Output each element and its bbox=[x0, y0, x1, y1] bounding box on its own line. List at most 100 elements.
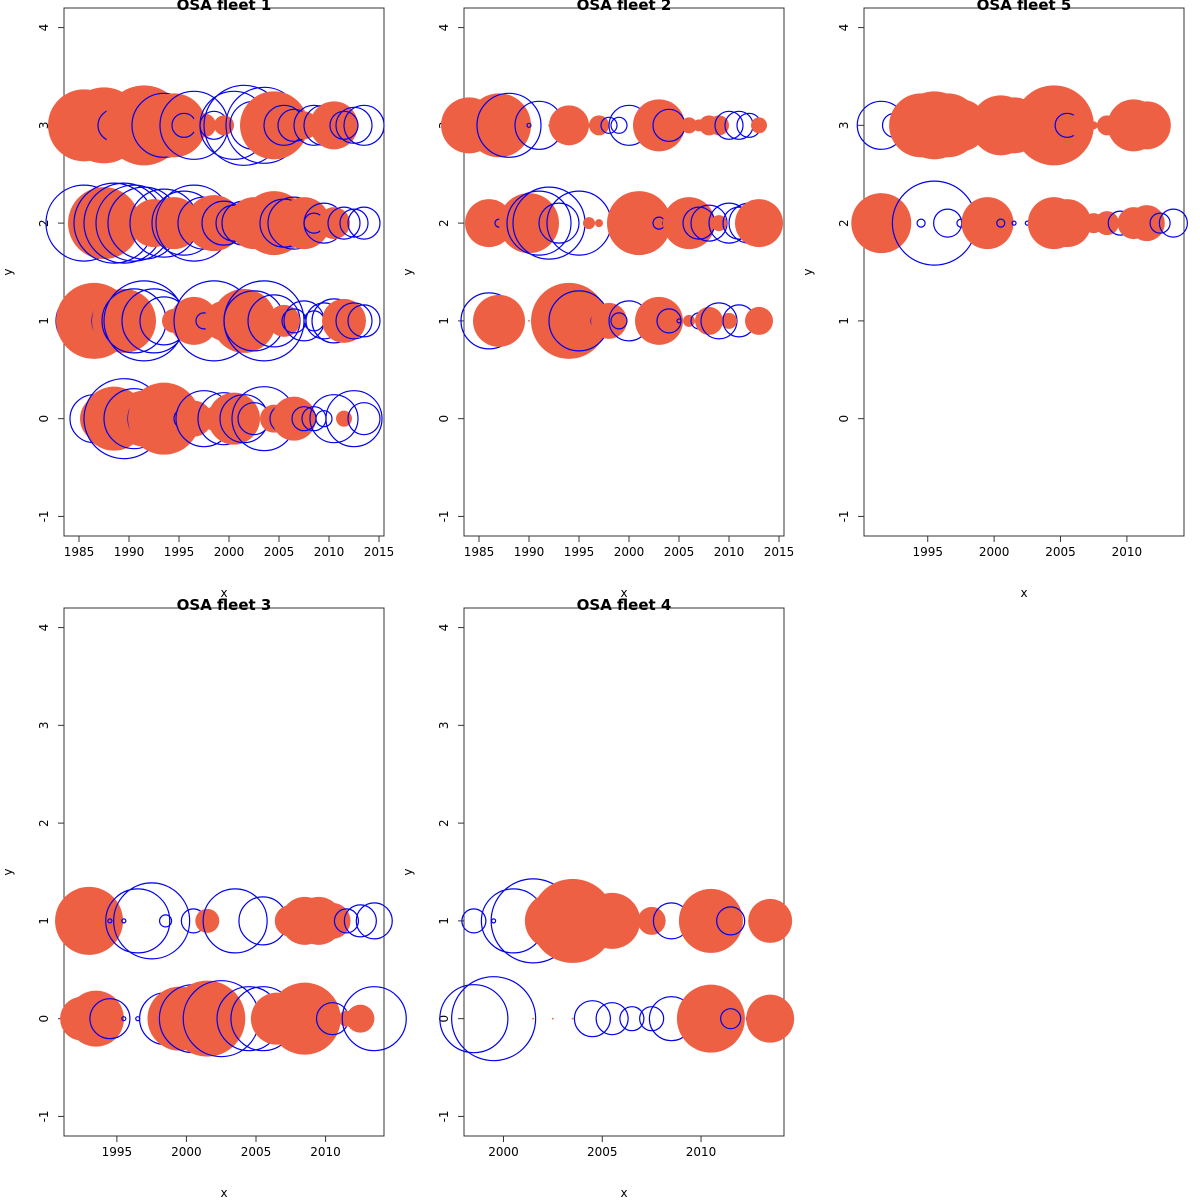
bubble-positive bbox=[746, 994, 795, 1043]
x-tick-label: 2000 bbox=[171, 1145, 202, 1159]
y-axis-label: y bbox=[801, 268, 815, 275]
bubble-positive bbox=[549, 105, 589, 146]
y-tick-label: 3 bbox=[37, 722, 51, 730]
bubble-positive bbox=[499, 193, 559, 254]
bubble-positive bbox=[678, 888, 743, 953]
bubble-positive bbox=[170, 296, 218, 345]
x-tick-label: 2005 bbox=[587, 1145, 618, 1159]
x-axis-label: x bbox=[1020, 586, 1027, 600]
bubble-positive bbox=[508, 319, 510, 322]
bubble-positive bbox=[467, 93, 531, 158]
bubble-positive bbox=[532, 1017, 535, 1020]
bubble-positive bbox=[551, 1017, 554, 1020]
y-tick-label: 4 bbox=[437, 624, 451, 632]
x-tick-label: 1990 bbox=[114, 545, 145, 559]
x-tick-label: 2010 bbox=[1112, 545, 1143, 559]
bubble-negative bbox=[610, 312, 628, 330]
bubble-positive bbox=[195, 908, 220, 933]
y-ticks: -1 0 1 2 3 4 bbox=[37, 624, 64, 1122]
bubble-negative bbox=[347, 304, 381, 338]
bubble-positive bbox=[1043, 199, 1092, 248]
bubble-negative bbox=[347, 402, 381, 436]
bubble-positive bbox=[571, 1017, 574, 1020]
x-tick-label: 1995 bbox=[564, 545, 595, 559]
bubble-positive bbox=[709, 115, 729, 136]
x-tick-label: 2005 bbox=[1045, 545, 1076, 559]
bubble-positive bbox=[751, 117, 767, 134]
panel-title: OSA fleet 2 bbox=[577, 0, 672, 14]
bubble-negative bbox=[439, 984, 509, 1054]
y-tick-label: 4 bbox=[437, 24, 451, 32]
bubble-positive bbox=[55, 886, 124, 955]
panel-title: OSA fleet 1 bbox=[177, 0, 272, 14]
bubble-negative bbox=[573, 1000, 611, 1038]
bubble-negative bbox=[341, 986, 407, 1052]
bubble-negative bbox=[916, 218, 926, 228]
bubble-positive bbox=[1122, 101, 1171, 150]
plot-frame bbox=[463, 7, 785, 537]
bubble-positive bbox=[272, 396, 316, 441]
x-tick-label: 1985 bbox=[464, 545, 495, 559]
bubble-negative bbox=[327, 206, 361, 240]
bubble-positive bbox=[748, 898, 793, 943]
x-ticks: 1985 1990 1995 2000 2005 2010 2015 bbox=[464, 536, 794, 559]
y-tick-label: 1 bbox=[37, 917, 51, 925]
x-axis-label: x bbox=[620, 586, 627, 600]
plot-frame bbox=[863, 7, 1185, 537]
y-axis-label: y bbox=[1, 268, 15, 275]
bubble-positive bbox=[346, 1004, 375, 1033]
bubble-positive bbox=[1089, 121, 1098, 130]
y-ticks: -1 0 1 2 3 4 bbox=[437, 624, 464, 1122]
bubble-positive bbox=[531, 282, 607, 359]
y-tick-label: 2 bbox=[837, 219, 851, 227]
y-tick-label: 1 bbox=[37, 317, 51, 325]
y-tick-label: 4 bbox=[37, 624, 51, 632]
bubble-positive bbox=[68, 990, 124, 1047]
bubble-positive bbox=[212, 288, 276, 353]
y-axis-label: y bbox=[1, 868, 15, 875]
x-axis-label: x bbox=[220, 586, 227, 600]
bubble-negative bbox=[158, 914, 173, 928]
bubble-negative bbox=[600, 116, 618, 134]
y-tick-label: 3 bbox=[437, 722, 451, 730]
bubble-negative bbox=[335, 302, 373, 340]
bubble-negative bbox=[491, 918, 497, 924]
bubble-negative bbox=[89, 998, 131, 1040]
bubble-negative bbox=[506, 190, 572, 256]
bubble-positive bbox=[169, 980, 246, 1057]
panel-title: OSA fleet 4 bbox=[577, 596, 672, 614]
bubbles bbox=[55, 882, 407, 1058]
bubble-positive bbox=[584, 892, 641, 949]
bubble-negative bbox=[538, 202, 580, 244]
panel-title: OSA fleet 3 bbox=[177, 596, 272, 614]
bubble-positive bbox=[745, 306, 773, 335]
y-tick-label: 0 bbox=[37, 415, 51, 423]
bubbles bbox=[45, 84, 385, 460]
bubble-positive bbox=[676, 984, 745, 1053]
bubble-positive bbox=[721, 312, 737, 329]
bubble-positive bbox=[310, 101, 358, 150]
bubble-positive bbox=[1094, 211, 1119, 236]
x-tick-label: 2010 bbox=[314, 545, 345, 559]
bubble-negative bbox=[329, 110, 359, 140]
bubble-negative bbox=[461, 908, 487, 934]
bubble-positive bbox=[637, 906, 666, 935]
bubble-negative bbox=[720, 1008, 742, 1030]
x-tick-label: 2010 bbox=[714, 545, 745, 559]
x-tick-label: 1995 bbox=[164, 545, 195, 559]
x-tick-label: 1995 bbox=[912, 545, 943, 559]
bubble-positive bbox=[695, 306, 723, 335]
bubble-negative bbox=[716, 906, 746, 936]
bubble-negative bbox=[451, 976, 537, 1062]
bubble-negative bbox=[1158, 208, 1188, 238]
bubble-negative bbox=[996, 218, 1006, 228]
panel-osa-fleet-5: OSA fleet 5 x y 1995 2000 2005 2010 -1 0 1 2 3 4 bbox=[801, 0, 1188, 600]
plot-frame bbox=[63, 607, 385, 1137]
bubble-negative bbox=[315, 410, 333, 428]
y-tick-label: -1 bbox=[437, 510, 451, 522]
bubble-positive bbox=[681, 117, 697, 134]
bubble-negative bbox=[1011, 220, 1017, 226]
y-tick-label: 0 bbox=[437, 1015, 451, 1023]
x-ticks: 1985 1990 1995 2000 2005 2010 2015 bbox=[64, 536, 394, 559]
bubble-positive bbox=[906, 222, 909, 225]
